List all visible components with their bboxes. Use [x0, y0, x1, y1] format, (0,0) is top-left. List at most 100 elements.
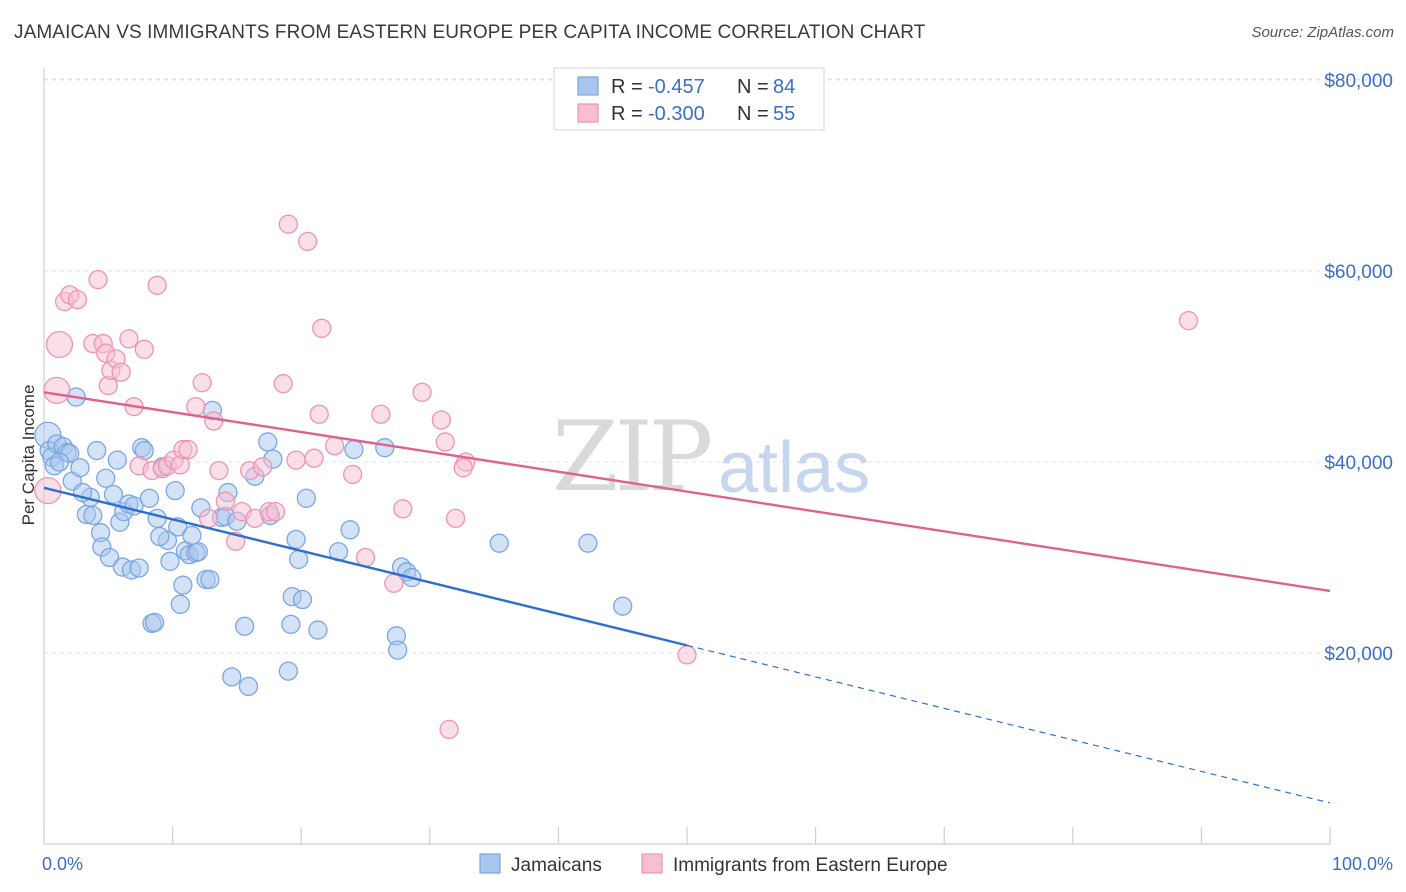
- point-jamaicans: [296, 488, 316, 508]
- stats-box-frame: [553, 67, 825, 131]
- point-eastern-europe: [297, 231, 318, 252]
- point-eastern-europe: [439, 719, 459, 740]
- trend-line-jamaicans-extrapolated: [686, 644, 1331, 804]
- stats-swatch-pink: [577, 103, 599, 123]
- point-jamaicans: [129, 558, 149, 578]
- point-eastern-europe: [192, 373, 212, 393]
- point-eastern-europe: [215, 491, 235, 511]
- point-eastern-europe: [252, 457, 273, 477]
- stats-box: R = -0.457 N = 84 R = -0.300 N = 55: [553, 67, 825, 131]
- point-eastern-europe: [393, 499, 413, 519]
- point-eastern-europe: [111, 362, 131, 382]
- point-jamaicans: [147, 508, 167, 528]
- point-jamaicans: [99, 547, 120, 568]
- point-eastern-europe: [265, 502, 286, 522]
- point-eastern-europe: [342, 464, 363, 485]
- point-jamaicans: [139, 488, 160, 508]
- point-eastern-europe: [286, 450, 306, 470]
- point-jamaicans: [340, 520, 360, 540]
- point-eastern-europe: [178, 439, 198, 460]
- point-eastern-europe: [204, 411, 224, 431]
- legend-swatch-eastern-europe: [641, 853, 663, 874]
- point-jamaicans: [87, 440, 107, 461]
- point-jamaicans: [281, 614, 301, 634]
- point-jamaicans: [170, 594, 190, 614]
- watermark-atlas: atlas: [718, 428, 870, 508]
- point-eastern-europe: [147, 275, 167, 295]
- stats-swatch-blue: [577, 76, 599, 96]
- point-jamaicans: [387, 640, 408, 660]
- point-jamaicans: [173, 575, 193, 595]
- point-jamaicans: [613, 596, 633, 616]
- point-jamaicans: [344, 439, 364, 460]
- trend-line-eastern-europe: [43, 391, 1331, 593]
- point-jamaicans: [578, 533, 598, 553]
- legend-label-jamaicans: Jamaicans: [511, 855, 602, 876]
- stats-r-value-1: -0.457: [648, 76, 705, 98]
- point-jamaicans: [286, 529, 306, 550]
- point-eastern-europe: [209, 460, 229, 481]
- point-eastern-europe: [312, 318, 332, 338]
- point-jamaicans: [288, 549, 309, 570]
- point-jamaicans: [258, 432, 278, 452]
- watermark-zip: ZIP: [552, 401, 711, 513]
- point-jamaicans: [107, 450, 127, 470]
- point-eastern-europe: [198, 508, 219, 528]
- point-jamaicans: [238, 676, 259, 697]
- point-jamaicans: [292, 589, 313, 610]
- point-eastern-europe: [304, 448, 324, 468]
- point-jamaicans: [200, 569, 220, 590]
- point-jamaicans: [165, 480, 185, 501]
- stats-n-label-2: N =: [737, 103, 769, 125]
- point-jamaicans: [234, 616, 255, 636]
- legend-label-eastern-europe: Immigrants from Eastern Europe: [673, 855, 948, 876]
- point-eastern-europe: [453, 458, 473, 478]
- point-eastern-europe: [43, 376, 71, 405]
- point-eastern-europe: [45, 330, 74, 359]
- y-tick-label: $40,000: [1324, 453, 1393, 474]
- point-eastern-europe: [435, 432, 455, 452]
- point-jamaicans: [83, 505, 103, 526]
- y-tick-label: $20,000: [1324, 644, 1393, 665]
- stats-n-label-1: N =: [737, 76, 769, 98]
- point-eastern-europe: [67, 289, 88, 310]
- point-jamaicans: [308, 620, 328, 640]
- y-axis-title: Per Capita Income: [19, 385, 38, 526]
- grid-lines: [44, 78, 1395, 654]
- point-eastern-europe: [412, 382, 432, 402]
- point-jamaicans: [103, 484, 124, 505]
- point-jamaicans: [49, 452, 70, 472]
- stats-n-value-2: 55: [773, 103, 795, 125]
- point-eastern-europe: [186, 396, 206, 417]
- stats-r-label-1: R =: [611, 76, 643, 98]
- point-jamaicans: [182, 525, 202, 546]
- point-eastern-europe: [371, 404, 391, 424]
- point-jamaicans: [222, 667, 242, 687]
- point-jamaicans: [96, 468, 116, 488]
- chart-source: Source: ZipAtlas.com: [1251, 24, 1394, 41]
- stats-n-value-1: 84: [773, 76, 795, 98]
- point-jamaicans: [278, 661, 298, 681]
- x-tick-label-start: 0.0%: [42, 854, 83, 874]
- point-jamaicans: [70, 458, 90, 478]
- point-eastern-europe: [278, 214, 298, 234]
- point-eastern-europe: [445, 508, 466, 528]
- axes: $20,000 $40,000 $60,000 $80,000 0.0% 100.0%: [42, 68, 1393, 874]
- stats-r-value-2: -0.300: [648, 103, 705, 125]
- point-eastern-europe: [1178, 311, 1199, 331]
- point-eastern-europe: [134, 339, 154, 359]
- point-jamaicans: [160, 551, 180, 571]
- point-eastern-europe: [273, 374, 293, 394]
- x-tick-label-end: 100.0%: [1332, 854, 1393, 874]
- point-jamaicans: [188, 542, 208, 562]
- point-eastern-europe: [34, 476, 62, 505]
- point-jamaicans: [144, 612, 165, 633]
- point-eastern-europe: [88, 269, 108, 290]
- point-jamaicans: [489, 533, 509, 553]
- legend-swatch-jamaicans: [479, 853, 501, 874]
- point-eastern-europe: [431, 410, 452, 430]
- watermark: ZIP atlas: [552, 401, 870, 513]
- legend: Jamaicans Immigrants from Eastern Europe: [479, 853, 948, 876]
- trend-lines: [43, 391, 1331, 804]
